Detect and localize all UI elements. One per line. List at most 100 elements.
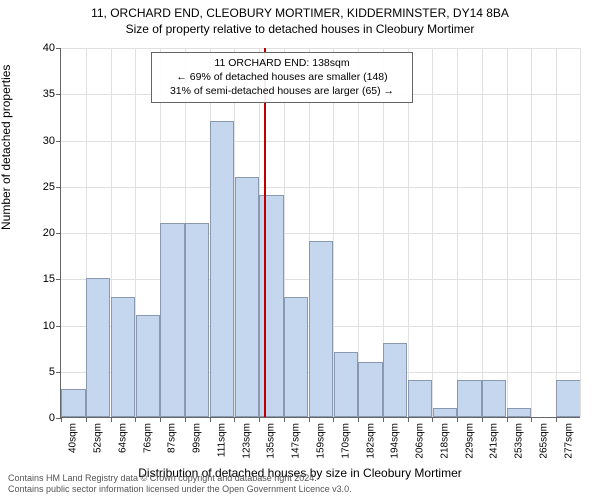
xtick-mark bbox=[259, 417, 260, 422]
xtick-label: 241sqm bbox=[489, 423, 500, 459]
chart-area: 051015202530354040sqm52sqm64sqm76sqm87sq… bbox=[60, 48, 580, 418]
xtick-label: 194sqm bbox=[390, 423, 401, 459]
histogram-bar bbox=[334, 352, 358, 417]
histogram-bar bbox=[185, 223, 209, 417]
histogram-bar bbox=[433, 408, 457, 417]
xtick-mark bbox=[482, 417, 483, 422]
xtick-label: 253sqm bbox=[514, 423, 525, 459]
xtick-mark bbox=[333, 417, 334, 422]
ytick-label: 20 bbox=[43, 227, 55, 239]
page-title: 11, ORCHARD END, CLEOBURY MORTIMER, KIDD… bbox=[0, 0, 600, 22]
xtick-label: 159sqm bbox=[316, 423, 327, 459]
xtick-label: 218sqm bbox=[439, 423, 450, 459]
infobox-line1: 11 ORCHARD END: 138sqm bbox=[158, 56, 406, 70]
ytick-mark bbox=[56, 372, 61, 373]
infobox-line3: 31% of semi-detached houses are larger (… bbox=[158, 84, 406, 98]
ytick-label: 5 bbox=[49, 366, 55, 378]
ytick-label: 15 bbox=[43, 273, 55, 285]
infobox-line2: ← 69% of detached houses are smaller (14… bbox=[158, 70, 406, 84]
xtick-mark bbox=[408, 417, 409, 422]
histogram-bar bbox=[482, 380, 506, 417]
histogram-bar bbox=[284, 297, 308, 417]
page-subtitle: Size of property relative to detached ho… bbox=[0, 22, 600, 38]
xtick-mark bbox=[284, 417, 285, 422]
xtick-label: 40sqm bbox=[68, 423, 79, 453]
xtick-mark bbox=[556, 417, 557, 422]
ytick-mark bbox=[56, 187, 61, 188]
chart-infobox: 11 ORCHARD END: 138sqm ← 69% of detached… bbox=[151, 52, 413, 103]
ytick-label: 10 bbox=[43, 320, 55, 332]
gridline-v bbox=[457, 48, 458, 417]
xtick-label: 182sqm bbox=[365, 423, 376, 459]
xtick-label: 147sqm bbox=[291, 423, 302, 459]
xtick-mark bbox=[185, 417, 186, 422]
histogram-bar bbox=[408, 380, 432, 417]
gridline-h bbox=[61, 48, 580, 49]
y-axis-label: Number of detached properties bbox=[0, 65, 13, 230]
gridline-v bbox=[408, 48, 409, 417]
histogram-bar bbox=[358, 362, 382, 418]
ytick-label: 30 bbox=[43, 135, 55, 147]
ytick-mark bbox=[56, 141, 61, 142]
gridline-v bbox=[556, 48, 557, 417]
xtick-label: 52sqm bbox=[93, 423, 104, 453]
xtick-label: 111sqm bbox=[216, 423, 227, 457]
gridline-v bbox=[531, 48, 532, 417]
reference-marker-line bbox=[264, 48, 266, 417]
histogram-bar bbox=[86, 278, 110, 417]
xtick-mark bbox=[507, 417, 508, 422]
xtick-mark bbox=[135, 417, 136, 422]
chart-container: 11, ORCHARD END, CLEOBURY MORTIMER, KIDD… bbox=[0, 0, 600, 500]
ytick-label: 25 bbox=[43, 181, 55, 193]
histogram-bar bbox=[210, 121, 234, 417]
xtick-label: 64sqm bbox=[117, 423, 128, 453]
histogram-bar bbox=[507, 408, 531, 417]
gridline-h bbox=[61, 233, 580, 234]
ytick-mark bbox=[56, 233, 61, 234]
histogram-bar bbox=[235, 177, 259, 418]
histogram-bar bbox=[556, 380, 580, 417]
xtick-label: 265sqm bbox=[538, 423, 549, 459]
histogram-bar bbox=[111, 297, 135, 417]
ytick-mark bbox=[56, 326, 61, 327]
plot: 051015202530354040sqm52sqm64sqm76sqm87sq… bbox=[60, 48, 580, 418]
xtick-mark bbox=[111, 417, 112, 422]
histogram-bar bbox=[61, 389, 85, 417]
histogram-bar bbox=[383, 343, 407, 417]
ytick-mark bbox=[56, 279, 61, 280]
xtick-label: 277sqm bbox=[563, 423, 574, 459]
histogram-bar bbox=[309, 241, 333, 417]
histogram-bar bbox=[457, 380, 481, 417]
xtick-mark bbox=[531, 417, 532, 422]
gridline-v bbox=[507, 48, 508, 417]
xtick-label: 87sqm bbox=[167, 423, 178, 453]
gridline-h bbox=[61, 141, 580, 142]
ytick-label: 40 bbox=[43, 42, 55, 54]
ytick-label: 0 bbox=[49, 412, 55, 424]
xtick-label: 76sqm bbox=[142, 423, 153, 453]
ytick-mark bbox=[56, 48, 61, 49]
xtick-mark bbox=[457, 417, 458, 422]
xtick-mark bbox=[61, 417, 62, 422]
xtick-mark bbox=[234, 417, 235, 422]
xtick-label: 170sqm bbox=[340, 423, 351, 459]
gridline-h bbox=[61, 187, 580, 188]
xtick-mark bbox=[210, 417, 211, 422]
footer-line1: Contains HM Land Registry data © Crown c… bbox=[8, 473, 352, 485]
gridline-v bbox=[432, 48, 433, 417]
xtick-label: 229sqm bbox=[464, 423, 475, 459]
xtick-label: 135sqm bbox=[266, 423, 277, 459]
xtick-label: 206sqm bbox=[415, 423, 426, 459]
xtick-label: 123sqm bbox=[241, 423, 252, 459]
footer-attribution: Contains HM Land Registry data © Crown c… bbox=[8, 473, 352, 496]
xtick-mark bbox=[358, 417, 359, 422]
histogram-bar bbox=[160, 223, 184, 417]
gridline-v bbox=[580, 48, 581, 417]
xtick-mark bbox=[86, 417, 87, 422]
ytick-label: 35 bbox=[43, 88, 55, 100]
footer-line2: Contains public sector information licen… bbox=[8, 484, 352, 496]
histogram-bar bbox=[136, 315, 160, 417]
xtick-mark bbox=[432, 417, 433, 422]
xtick-mark bbox=[309, 417, 310, 422]
xtick-mark bbox=[383, 417, 384, 422]
